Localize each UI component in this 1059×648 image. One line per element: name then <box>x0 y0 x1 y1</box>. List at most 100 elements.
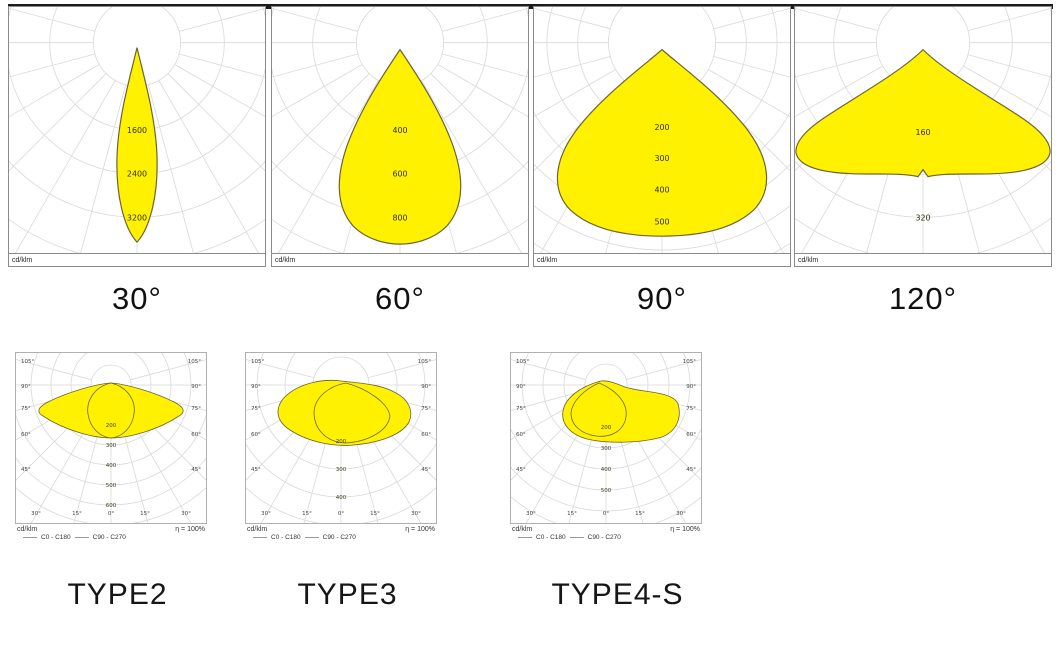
unit-label: cd/klm <box>9 253 265 267</box>
polar-chart-60deg: 400 600 800 <box>272 7 528 253</box>
angle-tick-label-bottom: 0° <box>108 511 114 517</box>
angle-tick-label-left: 45° <box>516 467 526 473</box>
polar-chart-120deg: 160 320 <box>795 7 1051 253</box>
beam-panel-30: 1600 2400 3200 cd/klm <box>8 6 266 267</box>
ring-value-label: 500 <box>106 483 117 489</box>
grid-radial-line <box>174 64 265 118</box>
angle-tick-label-left: 60° <box>516 432 526 438</box>
c90-c270-lobe <box>313 382 391 444</box>
grid-radial-line <box>963 65 1051 118</box>
angle-tick-label-left: 45° <box>251 467 261 473</box>
grid-radial-line <box>967 54 1051 78</box>
angle-tick-label-bottom: 30° <box>181 511 191 517</box>
c0-c180-line-swatch <box>23 537 37 538</box>
angle-tick-label-bottom: 15° <box>302 511 312 517</box>
angle-tick-label-left: 45° <box>21 467 31 473</box>
unit-label: cd/klm <box>17 526 38 533</box>
beam-panel-90: 200 300 400 500 cd/klm <box>533 6 791 267</box>
grid-radial-line <box>272 53 358 78</box>
type4s-plot-box: 200 300 400 500 105° 105° 90° 90° 75° 75° 60° 60° 45… <box>510 352 702 524</box>
angle-tick-label-left: 75° <box>251 406 261 412</box>
grid-radial-line <box>367 359 436 379</box>
beam-angle-caption-120: 120° <box>888 281 958 316</box>
type3-panel: 200 300 400 105° 105° 90° 90° 75° 75° 60° 60° 45° 45… <box>245 352 437 541</box>
grid-radial-line <box>442 7 528 32</box>
ring-value-label: 200 <box>336 439 347 445</box>
grid-radial-line <box>534 56 611 78</box>
angle-tick-label-left: 105° <box>516 359 529 365</box>
ring-value-label: 300 <box>336 467 347 473</box>
grid-radial-line <box>179 7 265 32</box>
unit-label: cd/klm <box>272 253 528 267</box>
grid-radial-line <box>713 56 790 78</box>
type3-caption: TYPE3 <box>297 578 398 611</box>
efficiency-label: η = 100% <box>175 526 205 533</box>
angle-tick-label-right: 90° <box>421 384 431 390</box>
grid-radial-line <box>9 64 100 118</box>
angle-tick-label-left: 60° <box>251 432 261 438</box>
ring-value-label: 300 <box>601 446 612 452</box>
intensity-lobe <box>116 47 158 243</box>
angle-tick-label-left: 105° <box>21 359 34 365</box>
grid-radial-line <box>167 73 265 172</box>
angle-tick-label-right: 75° <box>191 406 201 412</box>
c90-c270-line-swatch <box>304 537 319 538</box>
grid-radial-line <box>130 359 206 381</box>
c0-c180-line-swatch <box>253 537 267 538</box>
grid-radial-line <box>9 53 95 78</box>
ring-value-label: 400 <box>106 463 117 469</box>
c90-c270-line-swatch <box>569 537 584 538</box>
grid-radial-line <box>534 7 611 30</box>
type2-caption: TYPE2 <box>67 578 168 611</box>
polar-chart-type2: 200 300 400 500 600 105° 105° 90° 90° 75° 75° 60° 60… <box>16 353 206 523</box>
ring-value-label: 320 <box>915 213 930 222</box>
angle-tick-label-right: 105° <box>418 359 431 365</box>
angle-tick-label-right: 75° <box>686 406 696 412</box>
angle-tick-label-right: 45° <box>191 467 201 473</box>
unit-label: cd/klm <box>534 253 790 267</box>
type2-plot-box: 200 300 400 500 600 105° 105° 90° 90° 75° 75° 60° 60… <box>15 352 207 524</box>
legend-c0-c180: C0 - C180 <box>41 534 71 541</box>
grid-radial-line <box>713 7 790 30</box>
angle-tick-label-right: 60° <box>686 432 696 438</box>
ring-value-label: 200 <box>654 123 669 132</box>
angle-tick-label-bottom: 30° <box>526 511 536 517</box>
legend-c0-c180: C0 - C180 <box>536 534 566 541</box>
beam-panel-60: 400 600 800 cd/klm <box>271 6 529 267</box>
grid-radial-line <box>15 80 116 253</box>
ring-value-label: 800 <box>392 213 407 222</box>
ring-value-label: 400 <box>392 126 407 135</box>
c90-c270-lobe <box>570 382 627 437</box>
legend-c90-c270: C90 - C270 <box>92 534 126 541</box>
angle-tick-label-bottom: 30° <box>411 511 421 517</box>
grid-radial-line <box>795 65 883 118</box>
grid-radial-line <box>147 84 194 253</box>
angle-tick-label-bottom: 30° <box>31 511 41 517</box>
efficiency-label: η = 100% <box>670 526 700 533</box>
efficiency-label: η = 100% <box>405 526 435 533</box>
type4s-panel: 200 300 400 500 105° 105° 90° 90° 75° 75° 60° 60° 45… <box>510 352 702 541</box>
grid-radial-line <box>511 390 586 411</box>
polar-chart-type4s: 200 300 400 500 105° 105° 90° 90° 75° 75° 60° 60° 45… <box>511 353 701 523</box>
angle-tick-label-right: 45° <box>421 467 431 473</box>
ring-value-label: 300 <box>106 443 117 449</box>
polar-chart-type3: 200 300 400 105° 105° 90° 90° 75° 75° 60° 60° 45° 45… <box>246 353 436 523</box>
grid-radial-line <box>437 64 528 118</box>
angle-tick-label-left: 90° <box>21 384 31 390</box>
grid-radial-line <box>430 73 528 172</box>
c0-c180-line-swatch <box>518 537 532 538</box>
grid-radial-line <box>511 359 586 380</box>
ring-value-label: 1600 <box>127 126 147 135</box>
angle-tick-label-left: 90° <box>516 384 526 390</box>
grid-radial-line <box>626 359 701 380</box>
grid-radial-line <box>272 7 358 32</box>
c90-c270-lobe <box>87 382 135 439</box>
grid-radial-line <box>421 80 522 253</box>
angle-tick-label-bottom: 15° <box>140 511 150 517</box>
grid-radial-line <box>272 64 363 118</box>
grid-radial-line <box>278 80 379 253</box>
grid-radial-line <box>80 84 127 253</box>
angle-tick-label-bottom: 0° <box>603 511 609 517</box>
angle-tick-label-right: 90° <box>191 384 201 390</box>
